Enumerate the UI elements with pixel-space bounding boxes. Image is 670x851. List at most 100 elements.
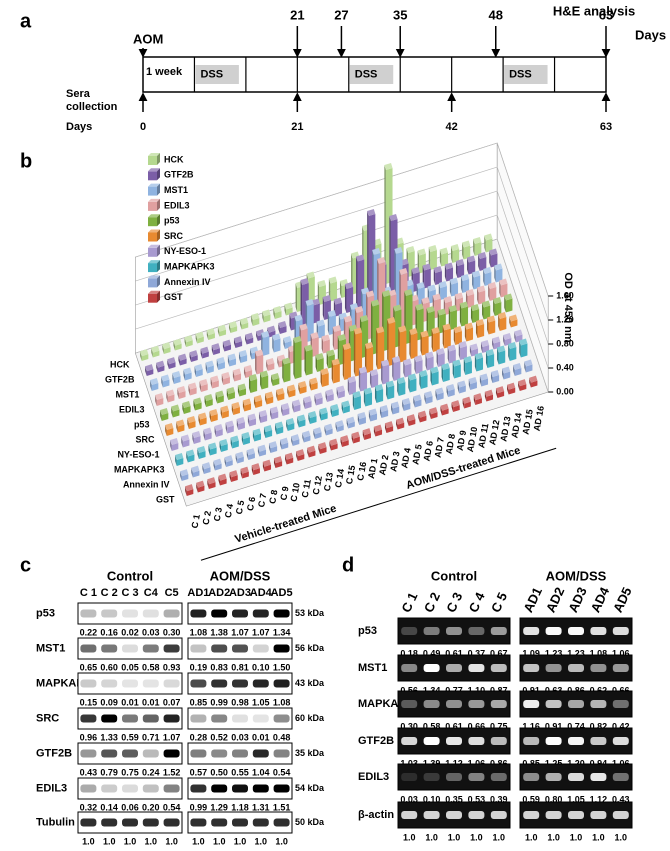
bar-side — [171, 406, 173, 418]
legend-swatch-side — [157, 168, 160, 181]
bar — [173, 375, 181, 385]
x-tick-label: AD 8 — [444, 433, 457, 455]
bar-top — [291, 434, 300, 442]
bar-top — [287, 384, 296, 392]
bar — [314, 432, 322, 440]
bar-side — [151, 347, 153, 358]
band-value: 0.16 — [100, 627, 118, 637]
size-label: 35 kDa — [295, 748, 325, 758]
bar-side — [194, 366, 197, 378]
bar — [287, 422, 295, 432]
bar-top — [399, 267, 408, 276]
bar-top — [371, 299, 380, 307]
legend-label: HCK — [164, 154, 184, 164]
bar — [315, 397, 323, 406]
band-value: 1.51 — [273, 802, 291, 812]
band-value: 0.20 — [142, 802, 160, 812]
day-label: 35 — [393, 7, 407, 22]
legend-swatch-top — [148, 290, 160, 294]
bar — [443, 367, 450, 383]
bar-side — [452, 361, 455, 379]
legend-swatch — [148, 232, 157, 242]
band — [211, 749, 228, 758]
bar — [323, 339, 330, 354]
blot-box — [77, 602, 183, 625]
band — [273, 609, 290, 618]
bar-side — [160, 410, 162, 422]
bar-side — [240, 468, 243, 479]
legend-label: GST — [164, 292, 183, 302]
band — [163, 784, 180, 793]
bar-top — [335, 420, 344, 428]
lane-label: C 1 — [80, 587, 97, 599]
bar — [451, 282, 459, 297]
band — [190, 784, 207, 793]
bar — [425, 395, 433, 405]
bar-side — [180, 471, 182, 482]
bar — [503, 371, 511, 380]
x-tick-label: AD 1 — [366, 458, 379, 480]
bar — [488, 320, 496, 335]
row-label: Tubulin — [36, 816, 75, 828]
bar — [486, 394, 494, 402]
bar-side — [384, 423, 387, 434]
bar-side — [480, 342, 483, 354]
bar-side — [446, 386, 449, 398]
bar-top — [177, 385, 186, 394]
band — [273, 714, 290, 723]
bar-top — [441, 362, 450, 371]
legend-label: GTF2B — [164, 170, 194, 180]
bar-top — [457, 380, 466, 388]
bar-side — [262, 461, 265, 472]
bar — [157, 365, 165, 373]
x-tick-label: C 5 — [234, 500, 246, 516]
bar-side — [440, 405, 442, 416]
band — [446, 627, 462, 635]
bar — [472, 308, 480, 324]
bar-top — [432, 293, 441, 301]
bar-top — [359, 314, 369, 323]
band-value: 1.34 — [423, 685, 441, 695]
bar-top — [494, 263, 503, 271]
x-tick-label: AD 13 — [498, 416, 512, 443]
bar-top — [336, 385, 345, 393]
band-value: 0.56 — [400, 685, 418, 695]
bar-top — [452, 359, 461, 367]
bar-top — [464, 322, 474, 330]
bar-top — [227, 353, 237, 361]
band — [122, 679, 138, 688]
bar-side — [340, 437, 343, 448]
x-tick-label: AD 5 — [410, 444, 423, 466]
band — [446, 700, 462, 708]
bar-top — [415, 303, 424, 311]
band — [590, 737, 607, 745]
bar-side — [389, 216, 391, 300]
bar-top — [497, 345, 506, 353]
band — [80, 784, 97, 793]
bar-side — [473, 239, 475, 257]
bar-side — [342, 345, 345, 381]
row-label: MST1 — [115, 389, 139, 399]
bar — [381, 409, 389, 419]
bar — [309, 415, 317, 425]
bar-top — [220, 405, 229, 413]
band — [122, 714, 138, 723]
band — [190, 749, 207, 758]
bar-side — [331, 360, 334, 384]
bar — [370, 413, 378, 422]
band-value: 0.57 — [190, 767, 208, 777]
bar-top — [379, 404, 389, 413]
bar-top — [508, 341, 517, 350]
bar-top — [243, 364, 253, 373]
dss-label: DSS — [355, 68, 378, 80]
group-underline — [378, 447, 557, 505]
bar-side — [351, 433, 354, 444]
band — [142, 714, 159, 723]
bar-top — [337, 333, 346, 342]
bar-side — [155, 395, 157, 407]
size-label: 56 kDa — [295, 643, 325, 653]
band — [423, 811, 440, 819]
bar-top — [420, 330, 429, 338]
lane-label: AD3 — [229, 587, 251, 599]
bar-side — [295, 283, 298, 313]
